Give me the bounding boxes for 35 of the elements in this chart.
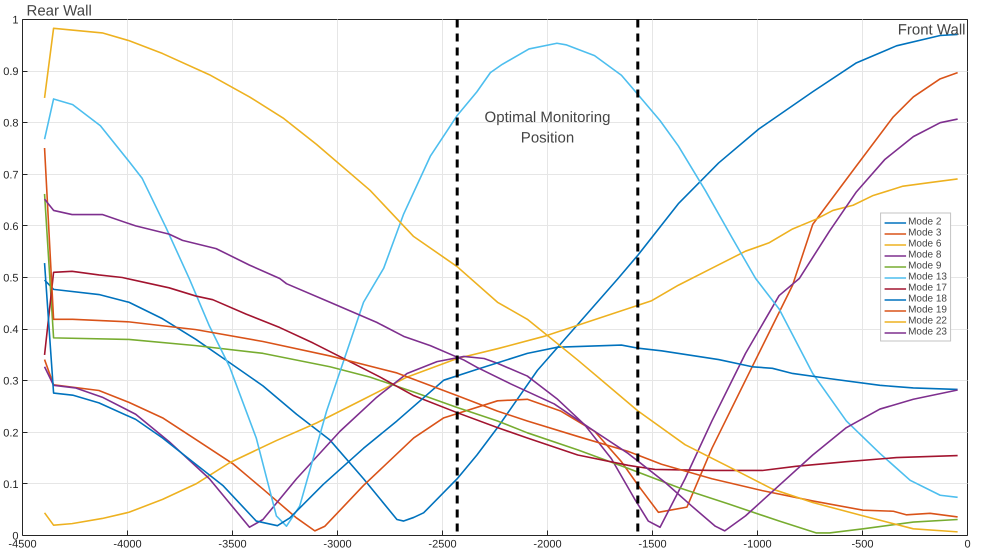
- legend-label: Mode 8: [908, 250, 942, 260]
- legend-label: Mode 17: [908, 282, 947, 294]
- legend-label: Mode 19: [908, 304, 947, 316]
- y-tick-label: 0.7: [3, 169, 19, 182]
- legend-label: Mode 13: [908, 272, 947, 282]
- x-tick-label: -2500: [428, 538, 457, 550]
- annotation: Front Wall: [898, 22, 966, 38]
- x-tick-label: -3500: [218, 538, 247, 550]
- legend-label: Mode 22: [908, 316, 947, 326]
- y-tick-label: 0.1: [3, 478, 19, 491]
- y-tick-label: 0.2: [3, 427, 19, 440]
- legend-label: Mode 3: [908, 228, 942, 238]
- legend-label: Mode 18: [908, 294, 947, 304]
- y-tick-label: 0.4: [3, 324, 19, 336]
- x-tick-label: 0: [964, 538, 971, 550]
- legend-label: Mode 23: [908, 326, 947, 338]
- y-tick-label: 1: [12, 14, 19, 26]
- y-tick-label: 0.8: [3, 118, 19, 130]
- x-tick-label: -4500: [8, 538, 37, 550]
- line-series: [44, 270, 958, 472]
- annotation: Optimal Monitoring Position: [484, 109, 610, 147]
- x-tick-label: -1000: [743, 538, 772, 550]
- y-tick-label: 0.3: [3, 376, 19, 388]
- x-tick-label: -1500: [638, 538, 667, 550]
- y-tick-label: 0.5: [3, 272, 19, 284]
- legend-label: Mode 2: [908, 216, 942, 228]
- legend-label: Mode 6: [908, 238, 942, 250]
- x-tick-label: -500: [851, 538, 874, 550]
- y-tick-label: 0.6: [3, 220, 19, 233]
- x-tick-label: -2000: [533, 538, 562, 550]
- legend-label: Mode 9: [908, 260, 942, 272]
- text: Rear Wall: [26, 2, 92, 20]
- x-tick-label: -4000: [113, 538, 142, 550]
- y-tick-label: 0.9: [3, 66, 19, 78]
- x-tick-label: -3000: [323, 538, 352, 550]
